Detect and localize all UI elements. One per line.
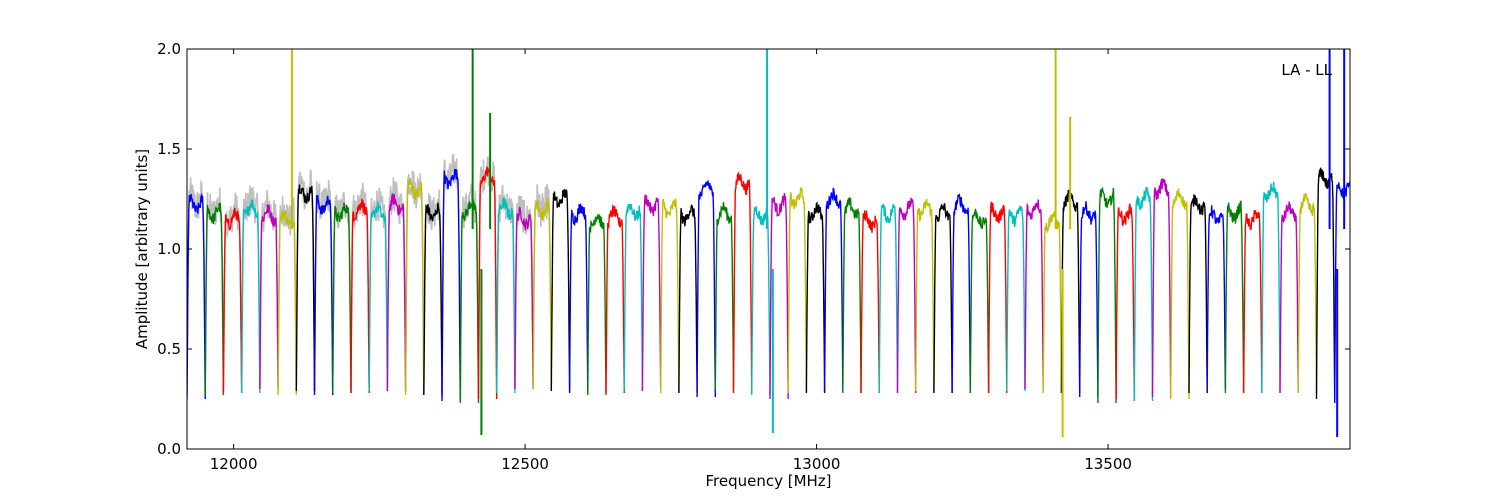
background-channel-line	[477, 156, 498, 396]
channel-line	[1242, 209, 1263, 394]
x-tick-label: 13000	[793, 455, 841, 473]
channel-line	[1133, 186, 1154, 402]
channel-line	[1042, 210, 1063, 394]
axis-ticks: 12000 12500 13000 13500 0.0 0.5 1.0 1.5 2.0	[157, 40, 1350, 473]
channel-line	[751, 206, 771, 396]
background-channel-line	[240, 185, 261, 390]
channel-line	[423, 202, 443, 396]
y-tick-label: 1.5	[157, 140, 181, 158]
channel-line	[568, 203, 589, 394]
x-tick-label: 12500	[501, 455, 549, 473]
channel-line	[623, 203, 644, 392]
channel-lines	[187, 49, 1350, 437]
channel-line	[987, 201, 1008, 394]
channel-line	[332, 202, 352, 394]
channel-line	[769, 192, 789, 400]
y-tick-label: 0.0	[157, 440, 181, 458]
channel-line	[1170, 188, 1190, 400]
channel-line	[805, 201, 826, 394]
channel-line	[459, 200, 480, 404]
y-tick-label: 0.5	[157, 340, 181, 358]
channel-line	[496, 197, 516, 394]
channel-line	[1224, 200, 1245, 394]
channel-line	[587, 213, 607, 396]
channel-line	[787, 187, 808, 394]
channel-line	[295, 184, 316, 392]
channel-line	[933, 203, 953, 394]
background-channel-line	[404, 170, 425, 392]
channel-line	[696, 179, 716, 398]
channel-line	[386, 192, 407, 392]
x-axis-label: Frequency [MHz]	[705, 472, 831, 490]
channel-line	[1206, 205, 1227, 390]
x-tick-label: 12000	[210, 455, 258, 473]
channel-line	[1115, 203, 1135, 400]
background-channel-line	[386, 177, 407, 388]
y-axis-label: Amplitude [arbitrary units]	[133, 149, 151, 349]
y-tick-label: 2.0	[157, 40, 181, 58]
channel-line	[350, 198, 370, 394]
channel-line	[1188, 194, 1208, 394]
channel-line	[732, 172, 753, 394]
channel-line	[842, 197, 862, 394]
channel-line	[1079, 201, 1099, 398]
channel-line	[823, 187, 844, 392]
channel-line	[532, 198, 552, 390]
channel-line	[605, 204, 625, 394]
channel-line	[259, 204, 279, 390]
y-tick-label: 1.0	[157, 240, 181, 258]
channel-line	[1279, 201, 1299, 394]
channel-line	[222, 207, 243, 394]
background-channel-line	[259, 190, 279, 386]
channel-line	[915, 198, 935, 392]
channel-line	[969, 208, 990, 394]
channel-line	[477, 166, 498, 400]
channel-line	[514, 206, 534, 390]
channel-line	[404, 178, 425, 396]
baseline-annotation: LA - LL	[1281, 61, 1332, 79]
channel-line	[1024, 199, 1044, 390]
channel-line	[187, 192, 206, 400]
channel-line	[1097, 187, 1117, 404]
channel-line	[441, 168, 461, 402]
channel-line	[951, 192, 971, 394]
channel-line	[241, 199, 261, 394]
channel-line	[1315, 167, 1336, 400]
channel-line	[204, 202, 225, 396]
background-channel-line	[331, 190, 352, 390]
channel-line	[1261, 181, 1281, 394]
channel-line	[1151, 177, 1172, 398]
channel-line	[860, 209, 880, 394]
channel-line	[660, 198, 680, 394]
channel-line	[641, 194, 662, 392]
channel-line	[714, 201, 735, 390]
channel-line	[896, 197, 917, 394]
channel-line	[277, 210, 297, 396]
channel-line	[1297, 192, 1318, 394]
x-tick-label: 13500	[1084, 455, 1132, 473]
channel-line	[313, 195, 334, 396]
channel-line	[1006, 205, 1026, 392]
channel-line	[550, 189, 571, 392]
channel-line	[678, 204, 698, 394]
channel-line	[878, 203, 899, 394]
channel-line	[368, 201, 389, 392]
